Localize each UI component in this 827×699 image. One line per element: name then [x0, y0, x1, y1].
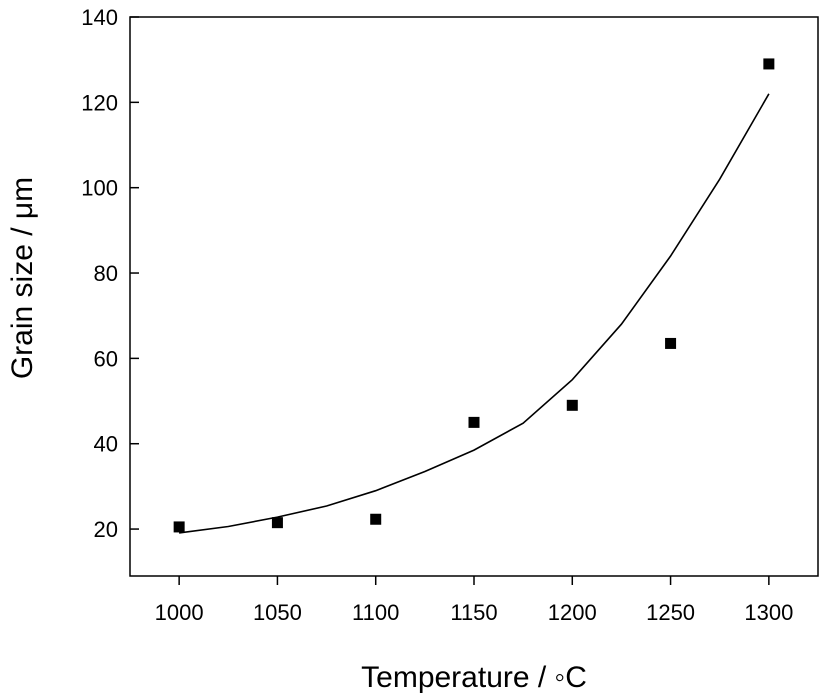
- data-point: [468, 416, 480, 428]
- y-tick-label: 140: [81, 5, 118, 30]
- data-point: [665, 337, 677, 349]
- x-axis-label: Temperature / ◦C: [361, 661, 587, 694]
- data-point: [566, 399, 578, 411]
- y-axis-ticks: 20 40 60 80 100 120 140: [81, 5, 139, 542]
- y-tick-label: 80: [94, 261, 118, 286]
- y-tick-label: 100: [81, 176, 118, 201]
- y-tick-label: 20: [94, 517, 118, 542]
- plot-frame: [129, 16, 819, 577]
- y-tick-label: 60: [94, 346, 118, 371]
- x-axis-ticks: 1000 1050 1100 1150 1200 1250 1300: [155, 576, 793, 625]
- data-point: [173, 521, 185, 533]
- x-tick-label: 1200: [548, 600, 597, 625]
- x-tick-label: 1300: [744, 600, 793, 625]
- y-tick-label: 40: [94, 432, 118, 457]
- y-axis-label: Grain size / μm: [6, 177, 39, 379]
- x-tick-label: 1100: [352, 600, 399, 625]
- y-tick-label: 120: [81, 90, 118, 115]
- x-tick-label: 1150: [450, 600, 497, 625]
- data-points: [173, 58, 775, 533]
- x-tick-label: 1250: [646, 600, 695, 625]
- x-tick-label: 1050: [253, 600, 302, 625]
- data-point: [370, 513, 382, 525]
- fit-curve: [178, 93, 770, 534]
- data-point: [271, 517, 283, 529]
- x-tick-label: 1000: [155, 600, 204, 625]
- data-point: [763, 58, 775, 70]
